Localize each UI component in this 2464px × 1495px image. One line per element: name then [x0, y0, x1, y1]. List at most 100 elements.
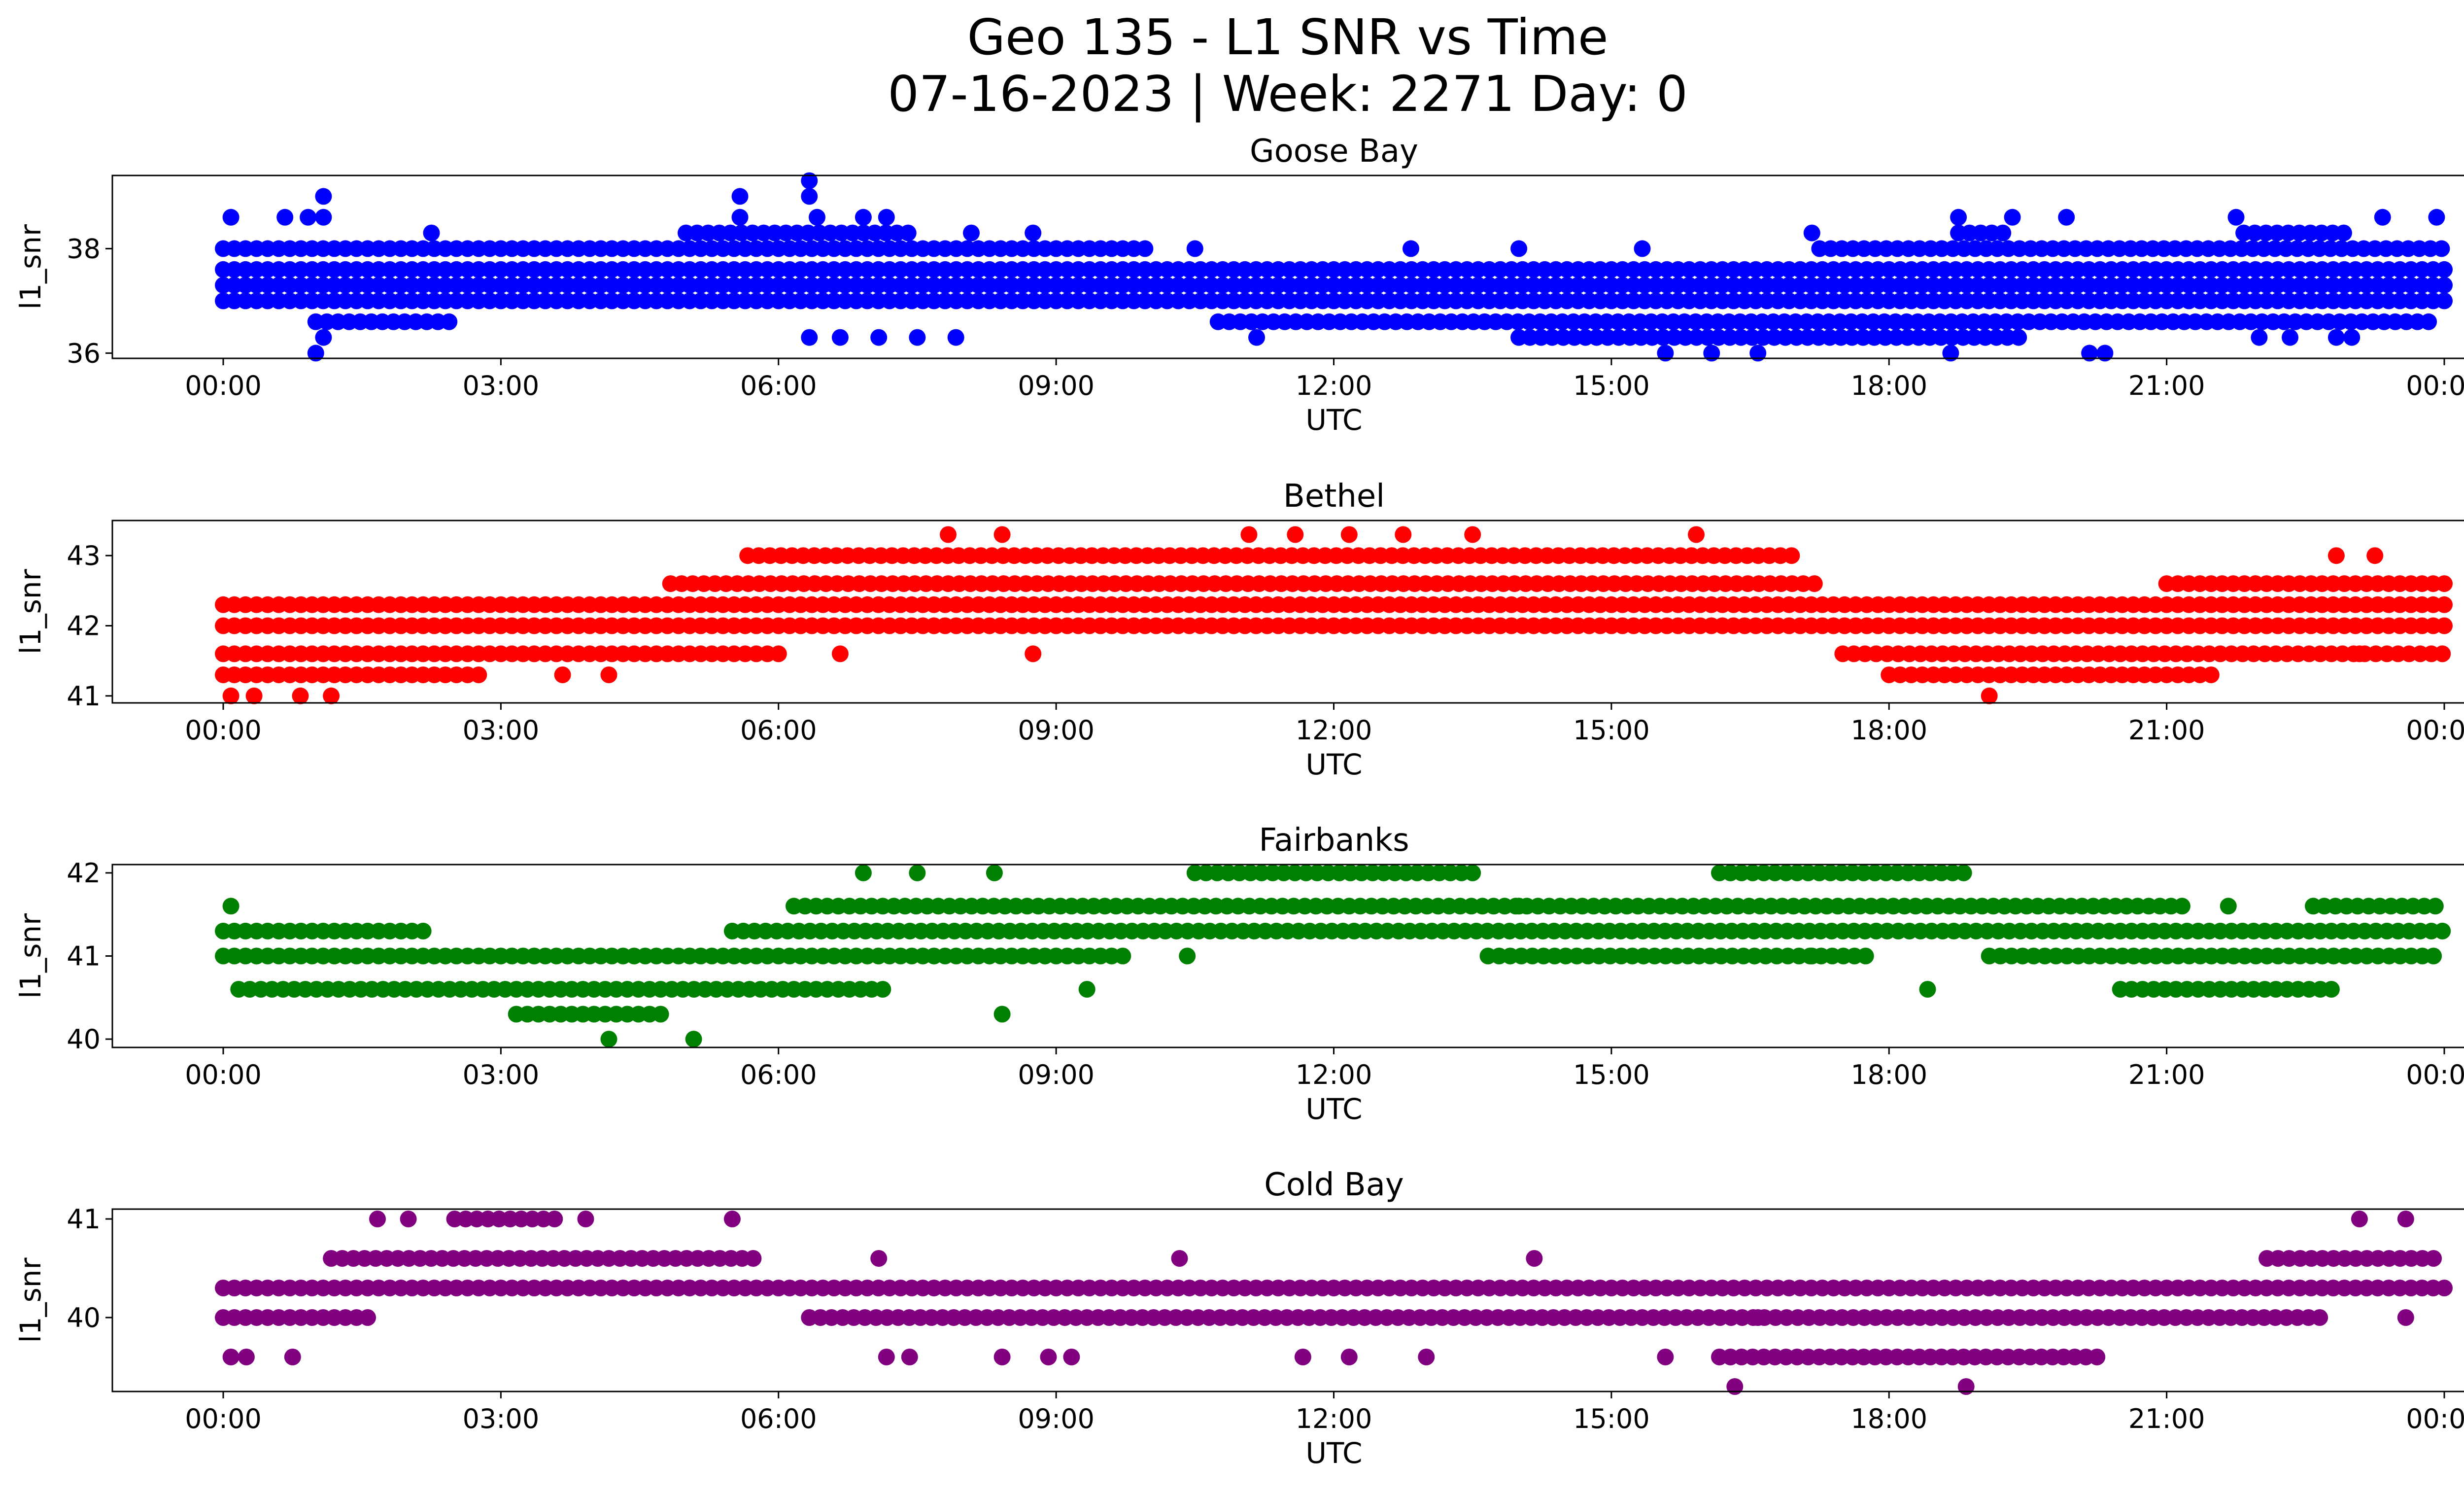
data-point	[801, 329, 818, 346]
data-point	[1340, 1349, 1358, 1365]
subplot-title: Goose Bay	[1250, 133, 1418, 170]
y-tick-label: 40	[67, 1302, 101, 1333]
data-point	[801, 188, 818, 205]
x-tick-label: 12:00	[1296, 370, 1372, 401]
data-point	[1783, 547, 1800, 564]
data-point	[1340, 526, 1358, 543]
data-point	[2436, 292, 2453, 310]
data-point	[2327, 547, 2345, 564]
x-tick-label: 15:00	[1573, 370, 1650, 401]
subplot-bethel: Bethel 00:00 03:00 06:00 09:00 12:00 15:00 18:0…	[14, 478, 2464, 781]
x-tick-label: 12:00	[1296, 1403, 1372, 1434]
data-point	[307, 345, 324, 362]
data-point	[2428, 209, 2445, 226]
x-tick-label: 00:00	[185, 715, 262, 746]
data-point	[222, 898, 240, 915]
data-point	[2081, 345, 2098, 362]
data-point	[745, 1250, 762, 1267]
subplot-title: Fairbanks	[1259, 822, 1409, 859]
data-point	[2327, 329, 2345, 346]
data-point	[1957, 1378, 1975, 1395]
data-point	[315, 188, 332, 205]
data-point	[2088, 1349, 2106, 1365]
data-point	[1803, 224, 1820, 242]
y-tick-label: 36	[67, 338, 101, 369]
data-point	[423, 224, 440, 242]
data-point	[855, 209, 872, 226]
data-point	[245, 687, 263, 704]
data-point	[1526, 1250, 1543, 1267]
data-point	[546, 1211, 563, 1227]
data-point	[731, 209, 749, 226]
data-point	[1749, 1309, 1767, 1326]
x-tick-label: 03:00	[463, 715, 540, 746]
data-point	[2004, 209, 2021, 226]
x-tick-label: 21:00	[2128, 715, 2205, 746]
x-tick-label: 18:00	[1850, 1059, 1927, 1090]
data-point	[2397, 1309, 2414, 1326]
data-point	[2366, 547, 2384, 564]
data-point	[947, 329, 964, 346]
data-point	[1806, 575, 1823, 592]
data-point	[1981, 687, 1998, 704]
x-tick-label: 00:00	[185, 370, 262, 401]
data-point	[2425, 947, 2442, 965]
data-point	[878, 1349, 895, 1365]
data-point	[554, 666, 571, 684]
x-tick-label: 18:00	[1850, 715, 1927, 746]
x-tick-label: 12:00	[1296, 1059, 1372, 1090]
y-tick-label: 41	[67, 941, 101, 972]
x-axis-label: UTC	[1306, 1092, 1363, 1126]
x-tick-label: 00:00	[2406, 715, 2464, 746]
data-point	[2227, 209, 2245, 226]
data-point	[878, 209, 895, 226]
data-point	[2010, 329, 2027, 346]
data-point	[870, 329, 888, 346]
data-point	[855, 864, 872, 881]
data-point	[284, 1349, 301, 1365]
data-point	[600, 1031, 617, 1048]
data-point	[315, 329, 332, 346]
x-tick-label: 06:00	[740, 715, 817, 746]
data-point	[222, 687, 240, 704]
data-point	[1657, 345, 1674, 362]
y-tick-label: 41	[67, 681, 101, 712]
data-point	[400, 1211, 417, 1227]
data-point	[1994, 224, 2012, 242]
data-point	[2173, 898, 2190, 915]
data-point	[2425, 1250, 2442, 1267]
x-tick-label: 03:00	[463, 1059, 540, 1090]
data-point	[1025, 645, 1042, 662]
x-tick-label: 09:00	[1018, 1059, 1095, 1090]
data-point	[1418, 1349, 1435, 1365]
x-tick-label: 06:00	[740, 1403, 817, 1434]
x-axis-label: UTC	[1306, 403, 1363, 437]
data-point	[1510, 240, 1528, 257]
data-point	[369, 1211, 386, 1227]
data-point	[1171, 1250, 1188, 1267]
data-point	[731, 188, 749, 205]
data-point	[652, 1006, 669, 1023]
data-point	[1955, 864, 1972, 881]
subplot-title: Bethel	[1283, 478, 1385, 515]
data-point	[1657, 1349, 1674, 1365]
y-axis-label: l1_snr	[14, 1257, 47, 1343]
subplot-title: Cold Bay	[1264, 1167, 1404, 1203]
data-point	[1634, 240, 1651, 257]
y-tick-label: 41	[67, 1204, 101, 1235]
y-axis-label: l1_snr	[14, 913, 47, 999]
data-point	[986, 864, 1003, 881]
data-point	[2251, 329, 2268, 346]
data-point	[901, 1349, 918, 1365]
data-point	[2436, 617, 2453, 634]
data-point	[2434, 922, 2451, 939]
data-point	[2397, 1211, 2414, 1227]
data-point	[1464, 526, 1481, 543]
x-tick-label: 00:00	[2406, 1059, 2464, 1090]
data-point	[2311, 1309, 2328, 1326]
data-point	[2436, 277, 2453, 294]
data-point	[292, 687, 309, 704]
x-tick-label: 09:00	[1018, 715, 1095, 746]
data-point	[222, 209, 240, 226]
data-point	[2436, 575, 2453, 592]
